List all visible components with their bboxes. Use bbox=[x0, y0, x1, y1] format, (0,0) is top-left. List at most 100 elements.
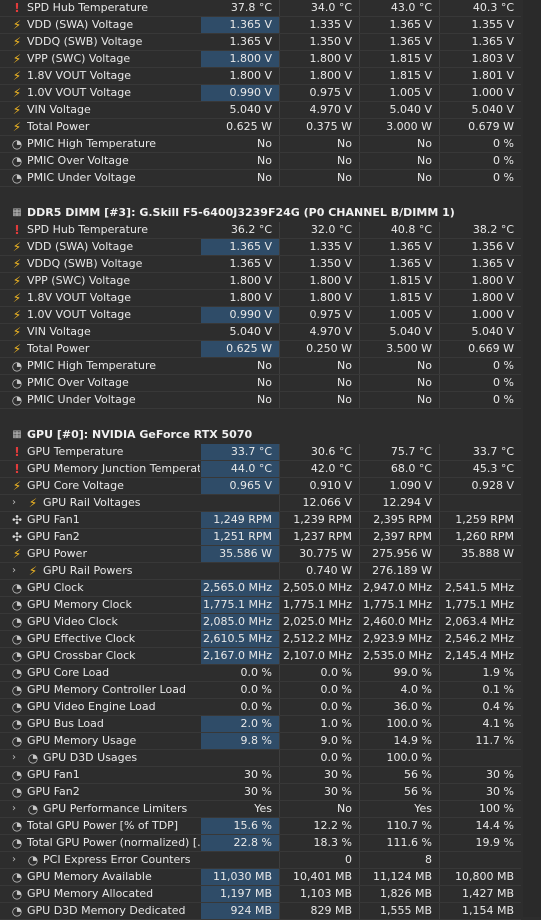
sensor-row[interactable]: ⚡ 1.8V VOUT Voltage 1.800 V 1.800 V 1.815 V 1… bbox=[0, 68, 541, 85]
column-divider bbox=[359, 0, 360, 17]
sensor-row[interactable]: ⚡ 1.0V VOUT Voltage 0.990 V 0.975 V 1.005 V 1… bbox=[0, 85, 541, 102]
sensor-label: GPU Rail Voltages bbox=[43, 496, 141, 509]
sensor-group-row[interactable]: › ◔ GPU Performance Limiters Yes No Yes 100 % bbox=[0, 801, 541, 818]
column-divider bbox=[359, 682, 360, 699]
sensor-row[interactable]: ◔ PMIC Over Voltage No No No 0 % bbox=[0, 375, 541, 392]
average-value: 1.801 V bbox=[471, 69, 514, 82]
sensor-row[interactable]: ◔ GPU Memory Controller Load 0.0 % 0.0 % 4.0… bbox=[0, 682, 541, 699]
minimum-value: 4.970 V bbox=[309, 325, 352, 338]
sensor-row[interactable]: ⚡ Total Power 0.625 W 0.375 W 3.000 W 0.679 W bbox=[0, 119, 541, 136]
minimum-value: No bbox=[337, 802, 352, 815]
sensor-row[interactable]: ⚡ VDDQ (SWB) Voltage 1.365 V 1.350 V 1.365 V… bbox=[0, 256, 541, 273]
lightning-icon: ⚡ bbox=[12, 120, 22, 134]
column-divider bbox=[279, 17, 280, 34]
sensor-row[interactable]: ✣ GPU Fan1 1,249 RPM 1,239 RPM 2,395 RPM 1,25… bbox=[0, 512, 541, 529]
sensor-row[interactable]: ✣ GPU Fan2 1,251 RPM 1,237 RPM 2,397 RPM 1,26… bbox=[0, 529, 541, 546]
current-value: 924 MB bbox=[201, 903, 279, 919]
chevron-right-icon[interactable]: › bbox=[12, 752, 16, 763]
sensor-row[interactable]: ◔ GPU Fan2 30 % 30 % 56 % 30 % bbox=[0, 784, 541, 801]
column-divider bbox=[279, 886, 280, 903]
column-divider bbox=[359, 852, 360, 869]
sensor-row[interactable]: ◔ PMIC High Temperature No No No 0 % bbox=[0, 136, 541, 153]
sensor-row[interactable]: ⚡ VDDQ (SWB) Voltage 1.365 V 1.350 V 1.365 V… bbox=[0, 34, 541, 51]
current-value bbox=[201, 563, 279, 579]
row-divider bbox=[0, 868, 521, 869]
sensor-row[interactable]: ⚡ VDD (SWA) Voltage 1.365 V 1.335 V 1.365 V 1… bbox=[0, 239, 541, 256]
sensor-row[interactable]: ◔ GPU Video Clock 2,085.0 MHz 2,025.0 MHz 2,… bbox=[0, 614, 541, 631]
sensor-group-row[interactable]: › ◔ PCI Express Error Counters 0 8 bbox=[0, 852, 541, 869]
sensor-row[interactable]: ◔ GPU Memory Available 11,030 MB 10,401 MB 1… bbox=[0, 869, 541, 886]
sensor-row[interactable]: ⚡ 1.0V VOUT Voltage 0.990 V 0.975 V 1.005 V 1… bbox=[0, 307, 541, 324]
average-value: 38.2 °C bbox=[472, 223, 514, 236]
sensor-row[interactable]: ◔ GPU Bus Load 2.0 % 1.0 % 100.0 % 4.1 % bbox=[0, 716, 541, 733]
sensor-row[interactable]: ! SPD Hub Temperature 36.2 °C 32.0 °C 40.8 °… bbox=[0, 222, 541, 239]
chevron-right-icon[interactable]: › bbox=[12, 497, 16, 508]
sensor-row[interactable]: ◔ Total GPU Power (normalized) [... 22.8 %… bbox=[0, 835, 541, 852]
gauge-icon: ◔ bbox=[11, 819, 23, 833]
sensor-row[interactable]: ◔ GPU Memory Allocated 1,197 MB 1,103 MB 1,8… bbox=[0, 886, 541, 903]
sensor-group-row[interactable]: › ◔ GPU D3D Usages 0.0 % 100.0 % bbox=[0, 750, 541, 767]
sensor-row[interactable]: ◔ GPU Memory Clock 1,775.1 MHz 1,775.1 MHz 1… bbox=[0, 597, 541, 614]
sensor-row[interactable]: ! GPU Temperature 33.7 °C 30.6 °C 75.7 °C 33.… bbox=[0, 444, 541, 461]
row-divider bbox=[0, 118, 521, 119]
row-divider bbox=[0, 33, 521, 34]
gauge-icon: ◔ bbox=[11, 376, 23, 390]
sensor-row[interactable]: ◔ GPU D3D Memory Dedicated 924 MB 829 MB 1,5… bbox=[0, 903, 541, 920]
sensor-row[interactable]: ⚡ VIN Voltage 5.040 V 4.970 V 5.040 V 5.040 V bbox=[0, 324, 541, 341]
sensor-section-header[interactable]: ▦ GPU [#0]: NVIDIA GeForce RTX 5070 bbox=[0, 427, 541, 444]
lightning-icon: ⚡ bbox=[12, 257, 22, 271]
column-divider bbox=[279, 529, 280, 546]
sensor-row[interactable]: ⚡ VPP (SWC) Voltage 1.800 V 1.800 V 1.815 V 1… bbox=[0, 51, 541, 68]
sensor-row[interactable]: ⚡ 1.8V VOUT Voltage 1.800 V 1.800 V 1.815 V 1… bbox=[0, 290, 541, 307]
sensor-row[interactable]: ◔ GPU Memory Usage 9.8 % 9.0 % 14.9 % 11.7 % bbox=[0, 733, 541, 750]
section-title: GPU [#0]: NVIDIA GeForce RTX 5070 bbox=[27, 428, 253, 441]
sensor-row[interactable]: ⚡ VIN Voltage 5.040 V 4.970 V 5.040 V 5.040 V bbox=[0, 102, 541, 119]
lightning-icon: ⚡ bbox=[12, 240, 22, 254]
minimum-value: 829 MB bbox=[310, 904, 352, 917]
sensor-label: GPU Crossbar Clock bbox=[27, 649, 136, 662]
sensor-row[interactable]: ⚡ Total Power 0.625 W 0.250 W 3.500 W 0.669 W bbox=[0, 341, 541, 358]
sensor-row[interactable]: ◔ PMIC Over Voltage No No No 0 % bbox=[0, 153, 541, 170]
average-value: 45.3 °C bbox=[472, 462, 514, 475]
sensor-row[interactable]: ◔ PMIC Under Voltage No No No 0 % bbox=[0, 392, 541, 409]
sensor-group-row[interactable]: › ⚡ GPU Rail Voltages 12.066 V 12.294 V bbox=[0, 495, 541, 512]
sensor-section-header[interactable]: ▦ DDR5 DIMM [#3]: G.Skill F5-6400J3239F24… bbox=[0, 205, 541, 222]
row-divider bbox=[0, 374, 521, 375]
fan-icon: ✣ bbox=[11, 530, 23, 544]
chevron-right-icon[interactable]: › bbox=[12, 565, 16, 576]
sensor-row[interactable]: ! GPU Memory Junction Temperature44.0 °C 4… bbox=[0, 461, 541, 478]
sensor-row[interactable]: ⚡ VPP (SWC) Voltage 1.800 V 1.800 V 1.815 V 1… bbox=[0, 273, 541, 290]
sensor-row[interactable]: ◔ GPU Clock 2,565.0 MHz 2,505.0 MHz 2,947.0 … bbox=[0, 580, 541, 597]
column-divider bbox=[439, 17, 440, 34]
minimum-value: 2,107.0 MHz bbox=[282, 649, 352, 662]
sensor-row[interactable]: ⚡ GPU Power 35.586 W 30.775 W 275.956 W 35.88… bbox=[0, 546, 541, 563]
sensor-row[interactable]: ◔ PMIC Under Voltage No No No 0 % bbox=[0, 170, 541, 187]
lightning-icon: ⚡ bbox=[12, 35, 22, 49]
sensor-row[interactable]: ◔ GPU Crossbar Clock 2,167.0 MHz 2,107.0 MH… bbox=[0, 648, 541, 665]
chevron-right-icon[interactable]: › bbox=[12, 854, 16, 865]
sensor-row[interactable]: ◔ PMIC High Temperature No No No 0 % bbox=[0, 358, 541, 375]
column-divider bbox=[279, 665, 280, 682]
maximum-value: 4.0 % bbox=[400, 683, 432, 696]
vertical-scrollbar[interactable] bbox=[523, 0, 541, 917]
chevron-right-icon[interactable]: › bbox=[12, 803, 16, 814]
sensor-label: GPU Rail Powers bbox=[43, 564, 133, 577]
current-value: No bbox=[257, 154, 272, 167]
sensor-label: SPD Hub Temperature bbox=[27, 1, 148, 14]
sensor-group-row[interactable]: › ⚡ GPU Rail Powers 0.740 W 276.189 W bbox=[0, 563, 541, 580]
sensor-row[interactable]: ◔ Total GPU Power [% of TDP] 15.6 % 12.2 % 1… bbox=[0, 818, 541, 835]
column-divider bbox=[359, 665, 360, 682]
current-value: 30 % bbox=[244, 768, 272, 781]
maximum-value: 12.294 V bbox=[382, 496, 432, 509]
current-value: No bbox=[257, 393, 272, 406]
sensor-row[interactable]: ⚡ GPU Core Voltage 0.965 V 0.910 V 1.090 V 0.… bbox=[0, 478, 541, 495]
average-value: 1,427 MB bbox=[461, 887, 514, 900]
sensor-row[interactable]: ◔ GPU Fan1 30 % 30 % 56 % 30 % bbox=[0, 767, 541, 784]
sensor-row[interactable]: ! SPD Hub Temperature 37.8 °C 34.0 °C 43.0 °… bbox=[0, 0, 541, 17]
sensor-row[interactable]: ◔ GPU Core Load 0.0 % 0.0 % 99.0 % 1.9 % bbox=[0, 665, 541, 682]
sensor-row[interactable]: ⚡ VDD (SWA) Voltage 1.365 V 1.335 V 1.365 V 1… bbox=[0, 17, 541, 34]
average-value: 0 % bbox=[493, 154, 514, 167]
sensor-row[interactable]: ◔ GPU Video Engine Load 0.0 % 0.0 % 36.0 % 0.… bbox=[0, 699, 541, 716]
sensor-row[interactable]: ◔ GPU Effective Clock 2,610.5 MHz 2,512.2 M… bbox=[0, 631, 541, 648]
